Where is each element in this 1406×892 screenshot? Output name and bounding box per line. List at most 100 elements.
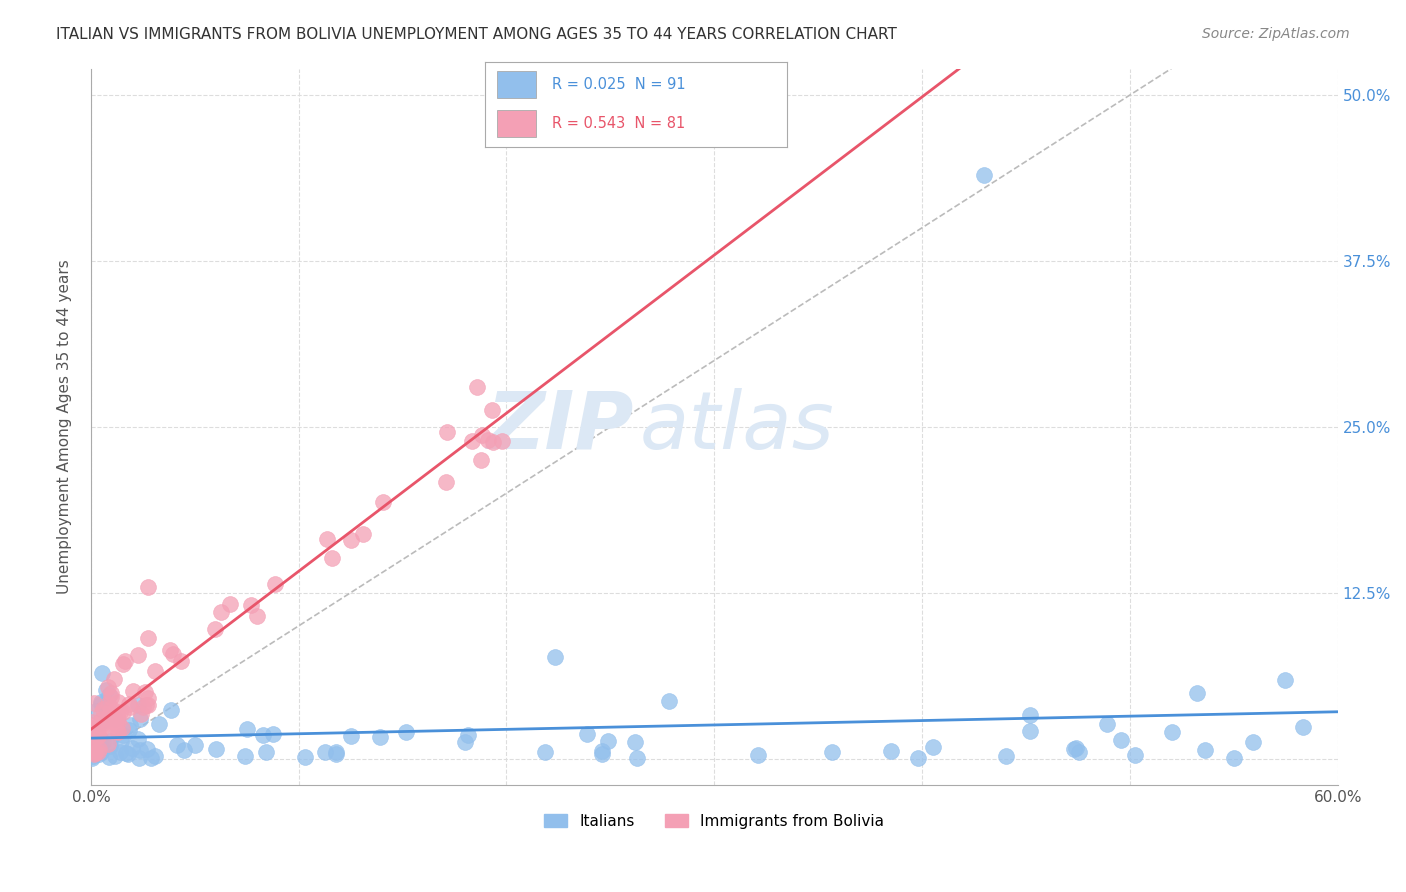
Point [470, 452, 492, 467]
Point [86, 745, 108, 759]
Point [105, 709, 128, 723]
Point [454, 735, 477, 749]
Point [184, 738, 207, 752]
Point [491, 434, 513, 448]
Point [89, 735, 111, 749]
Point [262, 727, 284, 741]
Point [127, 731, 149, 746]
Point [82, 748, 104, 763]
Point [128, 751, 150, 765]
Point [294, 750, 316, 764]
Point [880, 743, 903, 757]
Point [747, 747, 769, 762]
Point [87, 730, 110, 744]
Point [98, 734, 121, 748]
Point [90, 695, 112, 709]
Point [136, 698, 159, 712]
Point [544, 650, 567, 665]
Point [104, 712, 127, 726]
Point [83, 696, 105, 710]
Point [254, 745, 277, 759]
Point [80, 715, 103, 730]
Point [98, 711, 121, 725]
Point [107, 695, 129, 709]
Point [921, 739, 943, 754]
Text: ITALIAN VS IMMIGRANTS FROM BOLIVIA UNEMPLOYMENT AMONG AGES 35 TO 44 YEARS CORREL: ITALIAN VS IMMIGRANTS FROM BOLIVIA UNEMP… [56, 27, 897, 42]
Point [114, 654, 136, 668]
Point [107, 724, 129, 739]
Point [97, 737, 120, 751]
Point [325, 745, 347, 759]
Point [96, 683, 118, 698]
Point [110, 734, 132, 748]
Point [120, 699, 142, 714]
Point [104, 748, 127, 763]
Point [145, 664, 167, 678]
Point [82, 733, 104, 747]
Point [128, 712, 150, 726]
Text: Source: ZipAtlas.com: Source: ZipAtlas.com [1202, 27, 1350, 41]
Point [84, 705, 107, 719]
Point [1097, 717, 1119, 731]
Point [80, 751, 103, 765]
Point [321, 551, 343, 566]
Point [139, 751, 162, 765]
Point [82, 722, 104, 736]
Point [143, 748, 166, 763]
Point [98, 739, 121, 753]
Point [90, 706, 112, 720]
Point [103, 672, 125, 686]
Point [907, 751, 929, 765]
Point [166, 738, 188, 752]
Point [132, 699, 155, 714]
Point [596, 734, 619, 748]
Point [86, 717, 108, 731]
Point [368, 730, 391, 744]
Point [477, 433, 499, 447]
Point [110, 706, 132, 720]
Point [461, 434, 484, 448]
Point [82, 732, 104, 747]
Point [97, 749, 120, 764]
Point [129, 706, 152, 721]
Y-axis label: Unemployment Among Ages 35 to 44 years: Unemployment Among Ages 35 to 44 years [58, 260, 72, 594]
Point [1125, 747, 1147, 762]
Point [118, 723, 141, 737]
Point [86, 723, 108, 737]
Point [97, 688, 120, 702]
Point [482, 435, 505, 450]
Point [1018, 708, 1040, 723]
Point [995, 749, 1018, 764]
Point [82, 733, 104, 747]
Point [434, 475, 457, 489]
Point [457, 728, 479, 742]
Point [481, 403, 503, 417]
Text: R = 0.543  N = 81: R = 0.543 N = 81 [551, 116, 685, 131]
Point [591, 744, 613, 758]
Point [658, 694, 681, 708]
Point [340, 729, 363, 743]
Point [104, 714, 127, 728]
Point [107, 715, 129, 730]
Point [339, 533, 361, 547]
Point [115, 746, 138, 760]
Point [91, 716, 114, 731]
Point [1111, 733, 1133, 747]
Point [471, 428, 494, 442]
Text: ZIP: ZIP [486, 388, 633, 466]
Legend: Italians, Immigrants from Bolivia: Italians, Immigrants from Bolivia [538, 807, 890, 835]
Point [101, 714, 124, 728]
Point [325, 747, 347, 761]
Point [80, 729, 103, 743]
Point [104, 716, 127, 731]
Point [1067, 745, 1090, 759]
Point [973, 168, 995, 182]
Point [1241, 735, 1264, 749]
Point [218, 598, 240, 612]
Point [91, 713, 114, 727]
Point [105, 724, 128, 739]
Point [101, 722, 124, 736]
Point [1223, 750, 1246, 764]
Point [134, 684, 156, 698]
Point [84, 746, 107, 760]
